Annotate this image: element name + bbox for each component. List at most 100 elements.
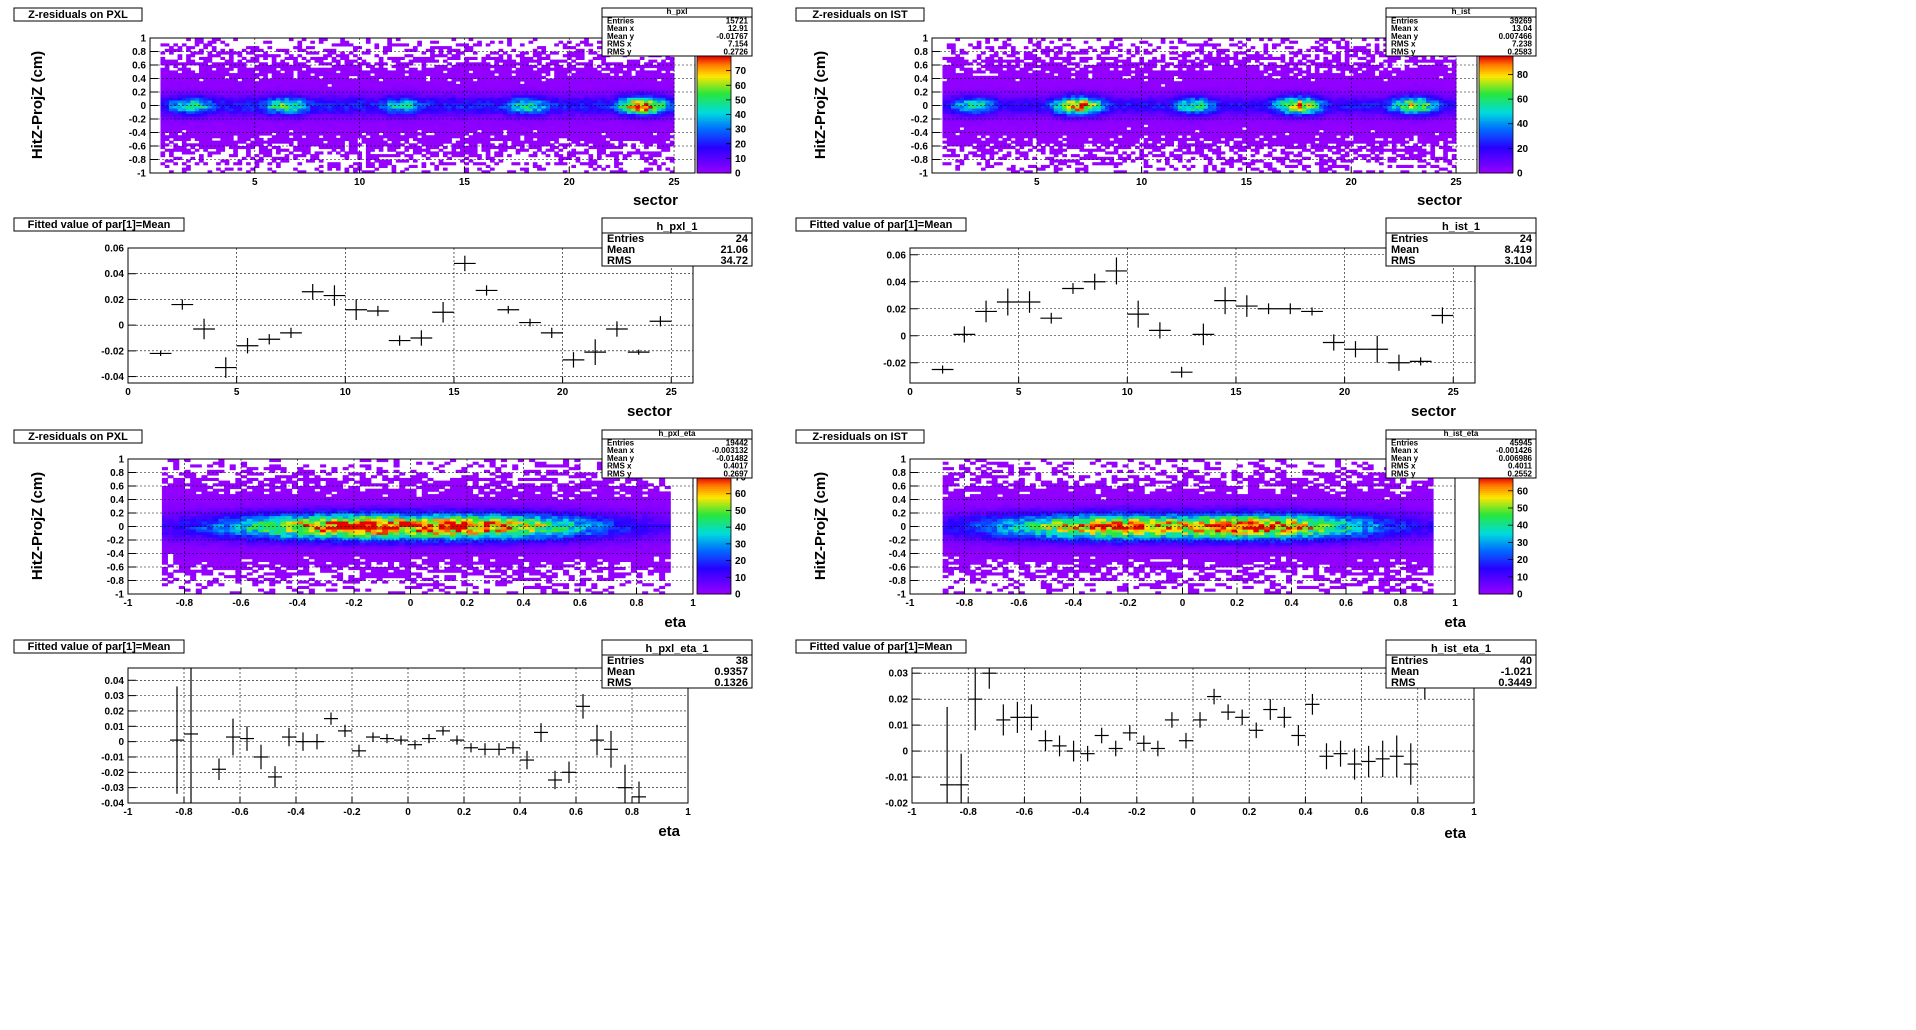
heatmap-cell bbox=[442, 127, 448, 131]
heatmap-cell bbox=[524, 92, 529, 96]
heatmap-cell bbox=[340, 146, 345, 150]
heatmap-cell bbox=[301, 129, 307, 133]
heatmap-cell bbox=[276, 100, 281, 104]
heatmap-cell bbox=[293, 121, 298, 125]
heatmap-cell bbox=[224, 132, 230, 136]
heatmap-cell bbox=[378, 164, 384, 168]
heatmap-cell bbox=[669, 75, 675, 79]
heatmap-cell bbox=[558, 97, 564, 101]
heatmap-cell bbox=[614, 170, 619, 174]
heatmap-cell bbox=[963, 121, 969, 125]
heatmap-cell bbox=[361, 135, 367, 139]
heatmap-cell bbox=[169, 100, 174, 104]
heatmap-cell bbox=[545, 127, 551, 131]
heatmap-cell bbox=[588, 51, 594, 55]
heatmap-cell bbox=[614, 146, 619, 150]
heatmap-cell bbox=[656, 70, 662, 74]
heatmap-cell bbox=[511, 143, 517, 147]
heatmap-cell bbox=[549, 89, 555, 93]
heatmap-cell bbox=[575, 81, 581, 85]
heatmap-cell bbox=[998, 135, 1003, 139]
heatmap-cell bbox=[460, 119, 465, 123]
heatmap-cell bbox=[502, 105, 508, 109]
heatmap-cell bbox=[447, 56, 452, 60]
heatmap-cell bbox=[537, 124, 542, 128]
heatmap-cell bbox=[340, 143, 345, 147]
heatmap-cell bbox=[618, 105, 624, 109]
palette-swatch bbox=[697, 114, 731, 117]
heatmap-cell bbox=[942, 108, 948, 112]
heatmap-cell bbox=[528, 97, 534, 101]
heatmap-cell bbox=[280, 67, 285, 71]
heatmap-cell bbox=[639, 75, 645, 79]
heatmap-cell bbox=[241, 67, 247, 71]
heatmap-cell bbox=[972, 81, 978, 85]
heatmap-cell bbox=[451, 148, 457, 152]
heatmap-cell bbox=[387, 92, 392, 96]
heatmap-cell bbox=[989, 97, 995, 101]
heatmap-cell bbox=[314, 140, 320, 144]
heatmap-cell bbox=[301, 105, 307, 109]
heatmap-cell bbox=[353, 146, 358, 150]
heatmap-cell bbox=[447, 151, 452, 155]
heatmap-cell bbox=[331, 110, 337, 114]
heatmap-cell bbox=[241, 113, 247, 117]
heatmap-cell bbox=[498, 59, 504, 63]
heatmap-cell bbox=[605, 113, 611, 117]
heatmap-cell bbox=[963, 135, 969, 139]
heatmap-cell bbox=[370, 129, 375, 133]
heatmap-cell bbox=[314, 86, 320, 90]
heatmap-cell bbox=[652, 89, 658, 93]
heatmap-cell bbox=[237, 94, 243, 98]
heatmap-cell bbox=[998, 97, 1003, 101]
heatmap-cell bbox=[477, 121, 482, 125]
heatmap-cell bbox=[365, 83, 371, 87]
heatmap-cell bbox=[267, 113, 273, 117]
heatmap-cell bbox=[515, 92, 521, 96]
heatmap-cell bbox=[502, 83, 508, 87]
heatmap-cell bbox=[254, 143, 260, 147]
heatmap-cell bbox=[537, 73, 542, 77]
heatmap-cell bbox=[588, 73, 594, 77]
heatmap-cell bbox=[639, 100, 645, 104]
palette-tick-label: 30 bbox=[735, 125, 747, 136]
heatmap-cell bbox=[254, 65, 260, 69]
heatmap-cell bbox=[998, 140, 1003, 144]
heatmap-cell bbox=[160, 124, 166, 128]
heatmap-cell bbox=[955, 89, 960, 93]
heatmap-cell bbox=[348, 86, 354, 90]
heatmap-cell bbox=[639, 110, 645, 114]
heatmap-cell bbox=[228, 121, 234, 125]
heatmap-cell bbox=[391, 164, 397, 168]
heatmap-cell bbox=[216, 81, 221, 85]
heatmap-cell bbox=[963, 116, 969, 120]
heatmap-cell bbox=[511, 108, 517, 112]
heatmap-cell bbox=[498, 102, 504, 106]
heatmap-cell bbox=[365, 140, 371, 144]
heatmap-cell bbox=[549, 92, 555, 96]
heatmap-cell bbox=[220, 102, 226, 106]
heatmap-cell bbox=[588, 94, 594, 98]
heatmap-cell bbox=[528, 59, 534, 63]
heatmap-cell bbox=[558, 129, 564, 133]
heatmap-cell bbox=[528, 127, 534, 131]
heatmap-cell bbox=[412, 86, 418, 90]
heatmap-cell bbox=[404, 108, 410, 112]
heatmap-cell bbox=[502, 146, 508, 150]
heatmap-cell bbox=[348, 113, 354, 117]
heatmap-cell bbox=[968, 92, 973, 96]
heatmap-cell bbox=[408, 110, 414, 114]
heatmap-cell bbox=[241, 135, 247, 139]
heatmap-cell bbox=[656, 143, 662, 147]
heatmap-cell bbox=[985, 105, 990, 109]
heatmap-cell bbox=[661, 100, 666, 104]
heatmap-cell bbox=[597, 121, 602, 125]
heatmap-cell bbox=[626, 124, 632, 128]
heatmap-cell bbox=[211, 135, 217, 139]
heatmap-cell bbox=[297, 162, 303, 166]
heatmap-cell bbox=[656, 105, 662, 109]
heatmap-cell bbox=[374, 67, 380, 71]
heatmap-cell bbox=[669, 86, 675, 90]
palette-swatch bbox=[697, 87, 731, 90]
heatmap-cell bbox=[173, 65, 178, 69]
